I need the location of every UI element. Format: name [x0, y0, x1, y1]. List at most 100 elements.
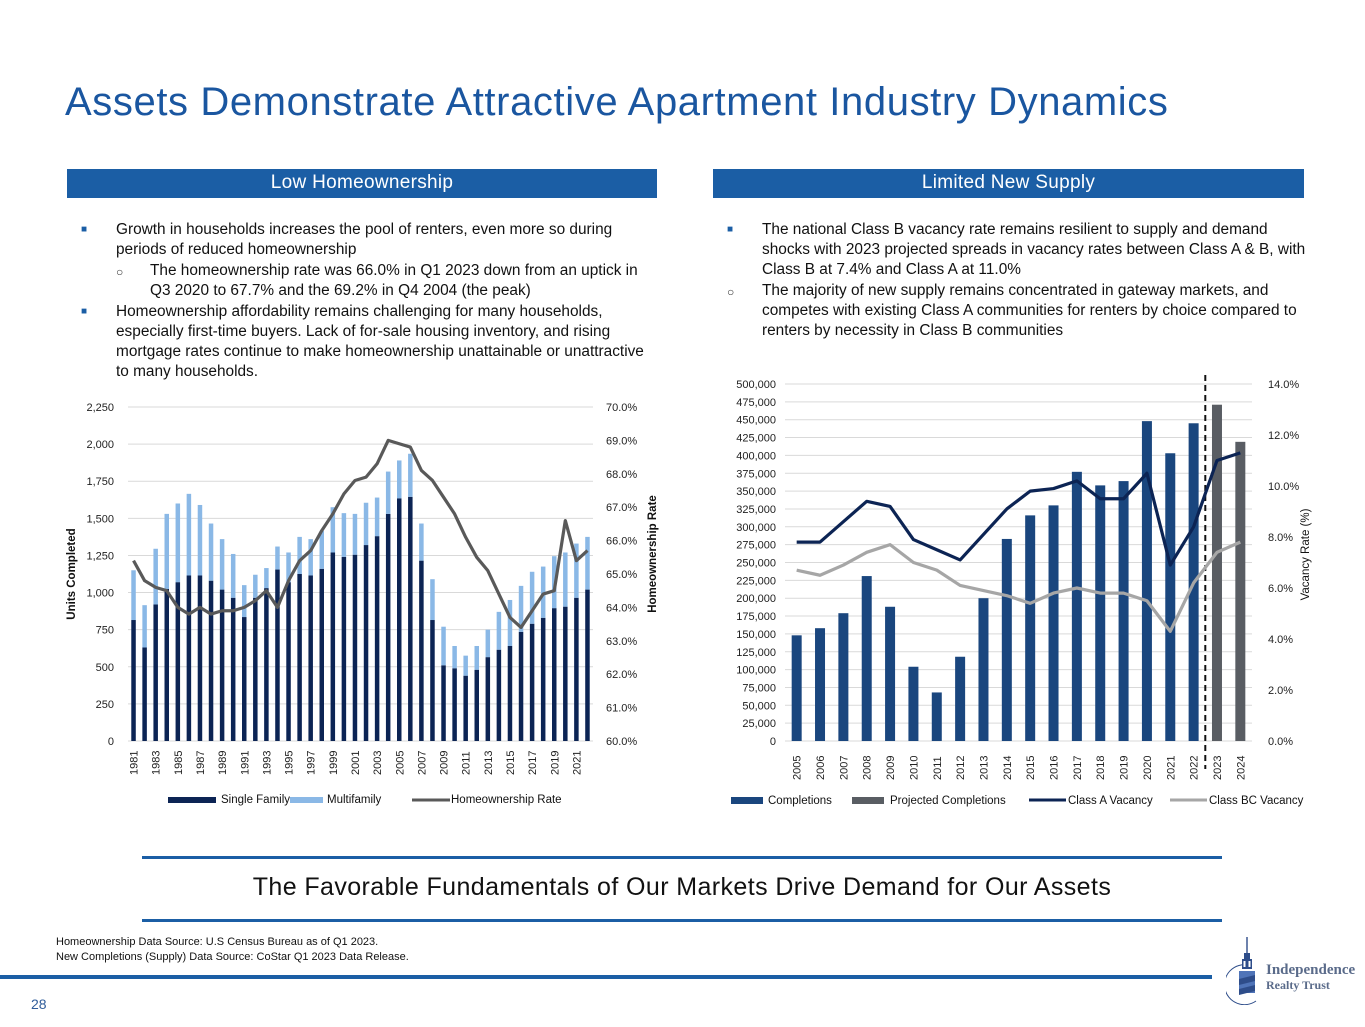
x-tick-label: 2014 — [1002, 756, 1014, 780]
bar-single-family — [529, 623, 535, 741]
bar-single-family — [463, 675, 468, 741]
x-tick-label: 2009 — [439, 751, 451, 775]
x-tick-label: 2010 — [908, 756, 920, 780]
legend-label-projected-completions: Projected Completions — [890, 795, 1006, 807]
bar-projected-completions — [1235, 441, 1246, 741]
source-note-completions: New Completions (Supply) Data Source: Co… — [56, 951, 409, 963]
bar-multifamily — [540, 566, 546, 618]
legend-label-completions: Completions — [768, 795, 832, 807]
y2-tick-label: 2.0% — [1268, 685, 1293, 697]
x-tick-label: 2007 — [838, 756, 850, 780]
y2-tick-label: 70.0% — [606, 402, 637, 414]
bar-single-family — [275, 569, 280, 741]
y-tick-label: 125,000 — [736, 647, 776, 659]
y2-tick-label: 63.0% — [606, 636, 637, 648]
x-tick-label: 2011 — [461, 751, 473, 775]
y-tick-label: 500 — [96, 662, 114, 674]
bar-multifamily — [219, 539, 225, 590]
section-header-limited-new-supply: Limited New Supply — [713, 169, 1304, 198]
bar-completions — [815, 628, 826, 741]
x-tick-label: 2001 — [350, 751, 362, 775]
y-tick-label: 2,000 — [86, 439, 114, 451]
bar-completions — [1048, 505, 1059, 741]
bar-multifamily — [585, 536, 590, 590]
bar-single-family — [563, 606, 568, 741]
bar-single-family — [142, 647, 147, 741]
y-tick-label: 50,000 — [742, 700, 776, 712]
x-tick-label: 2013 — [978, 756, 990, 780]
bullet-text: The national Class B vacancy rate remain… — [762, 221, 1306, 278]
supply-vacancy-chart: 0 25,000 50,000 75,000 100,000 125,000 150,000… — [731, 375, 1312, 807]
bar-multifamily — [441, 626, 446, 666]
x-tick-label: 2016 — [1049, 756, 1061, 780]
tagline-divider-bottom — [142, 919, 1222, 922]
bar-multifamily — [308, 539, 313, 576]
y2-tick-label: 4.0% — [1268, 634, 1293, 646]
bar-single-family — [197, 575, 203, 741]
bar-multifamily — [463, 655, 468, 676]
x-tick-label: 1987 — [195, 751, 207, 775]
y2-tick-label: 62.0% — [606, 669, 637, 681]
x-tick-label: 2021 — [571, 751, 583, 775]
bar-multifamily — [253, 574, 258, 598]
line-class-a-vacancy — [796, 451, 1241, 567]
bar-multifamily — [430, 579, 435, 621]
x-tick-label: 1985 — [173, 751, 185, 775]
y-tick-label: 1,000 — [86, 588, 114, 600]
bar-multifamily — [374, 497, 380, 537]
bar-completions — [1025, 515, 1036, 741]
bar-single-family — [341, 556, 347, 741]
tagline-divider-top — [142, 856, 1222, 859]
y-tick-label: 475,000 — [736, 397, 776, 409]
bullet-text: Homeownership affordability remains chal… — [116, 303, 644, 380]
bar-multifamily — [197, 504, 203, 576]
y-tick-label: 100,000 — [736, 665, 776, 677]
y2-tick-label: 10.0% — [1268, 481, 1299, 493]
x-tick-label: 2008 — [862, 756, 874, 780]
legend-label-multifamily: Multifamily — [327, 794, 382, 806]
x-tick-label: 1989 — [217, 751, 229, 775]
tower-icon — [1223, 937, 1257, 1006]
bar-single-family — [385, 513, 391, 741]
bar-completions — [1001, 538, 1012, 741]
x-tick-label: 2013 — [483, 751, 495, 775]
bar-completions — [978, 598, 989, 741]
bar-completions — [1095, 485, 1106, 741]
square-bullet-icon: ■ — [727, 224, 734, 235]
bar-single-family — [474, 669, 479, 741]
bullet-item: ■ Growth in households increases the poo… — [78, 220, 658, 260]
x-tick-label: 1993 — [261, 751, 273, 775]
page-number: 28 — [31, 996, 47, 1012]
y-tick-label: 200,000 — [736, 593, 776, 605]
bar-single-family — [186, 575, 192, 741]
bar-multifamily — [275, 546, 280, 570]
bar-completions — [931, 692, 942, 741]
x-tick-label: 2020 — [1142, 756, 1154, 780]
bar-multifamily — [529, 571, 535, 624]
bar-multifamily — [208, 523, 214, 581]
bar-projected-completions — [1211, 404, 1222, 741]
bar-single-family — [175, 582, 181, 741]
bar-multifamily — [419, 523, 424, 561]
bar-single-family — [507, 645, 513, 741]
y-tick-label: 400,000 — [736, 450, 776, 462]
y-tick-label: 1,500 — [86, 513, 114, 525]
bar-multifamily — [230, 553, 236, 598]
x-tick-label: 2022 — [1189, 756, 1201, 780]
x-tick-label: 2015 — [1025, 756, 1037, 780]
x-tick-label: 2006 — [815, 756, 827, 780]
y-tick-label: 300,000 — [736, 522, 776, 534]
bar-single-family — [585, 589, 590, 741]
company-logo: Independence Realty Trust — [1223, 935, 1365, 1007]
y2-tick-label: 60.0% — [606, 736, 637, 748]
bar-multifamily — [563, 552, 568, 607]
square-bullet-icon: ■ — [81, 306, 88, 317]
bar-single-family — [153, 604, 158, 741]
y-tick-label: 175,000 — [736, 611, 776, 623]
x-tick-label: 2005 — [792, 756, 804, 780]
bullet-text: Growth in households increases the pool … — [116, 221, 613, 258]
y-tick-label: 2,250 — [86, 402, 114, 414]
bullet-item: ■ Homeownership affordability remains ch… — [78, 302, 658, 382]
bar-multifamily — [485, 629, 491, 658]
line-homeownership-rate — [132, 438, 589, 630]
